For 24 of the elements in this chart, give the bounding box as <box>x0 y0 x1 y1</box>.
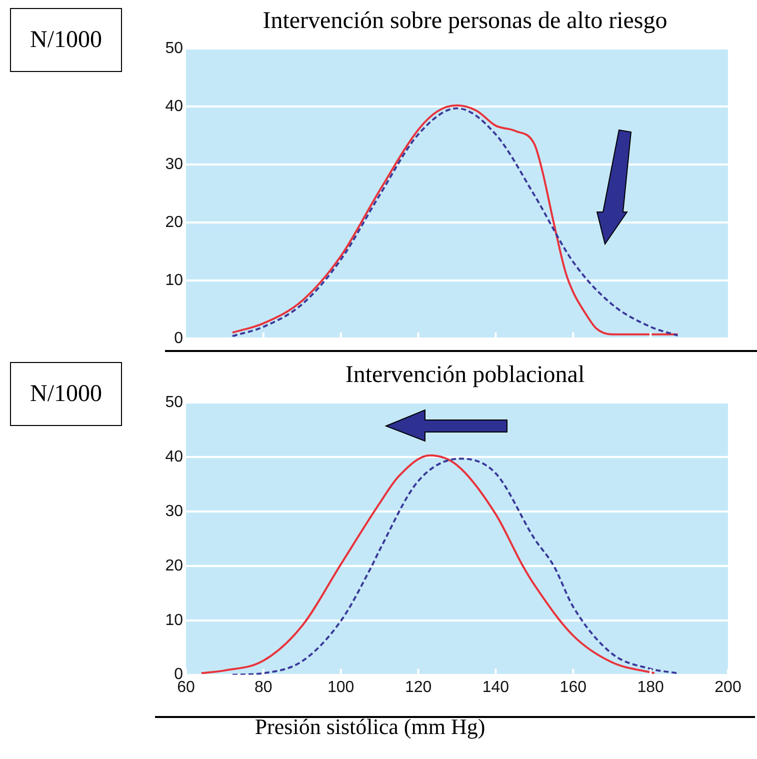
x-tick-label: 180 <box>637 678 664 696</box>
y-tick-label: 50 <box>165 394 184 412</box>
y-tick-label: 10 <box>165 612 184 629</box>
y-tick-label: 40 <box>165 98 184 115</box>
y-tick-label: 30 <box>165 502 184 520</box>
x-tick-label: 200 <box>714 678 742 696</box>
y-tick-label: 20 <box>165 214 184 231</box>
y-tick-label: 0 <box>174 330 184 347</box>
x-tick-label: 100 <box>328 678 354 696</box>
x-tick-label: 160 <box>560 678 587 696</box>
x-tick-label: 120 <box>404 678 432 696</box>
y-tick-label: 20 <box>165 557 184 574</box>
y-axis-title: N/1000 <box>10 8 122 72</box>
y-tick-label: 50 <box>165 40 184 58</box>
y-tick-label: 10 <box>165 272 184 289</box>
chart-title: Intervención poblacional <box>344 362 586 389</box>
y-axis-title: N/1000 <box>10 362 122 426</box>
x-tick-label: 80 <box>254 678 272 696</box>
x-tick-label: 140 <box>482 678 510 696</box>
x-tick-label: 60 <box>177 678 195 696</box>
x-axis-title: Presión sistólica (mm Hg) <box>254 714 486 740</box>
y-tick-label: 40 <box>165 448 184 466</box>
chart-title: Intervención sobre personas de alto riesgo <box>262 8 668 35</box>
y-tick-label: 30 <box>165 156 184 173</box>
